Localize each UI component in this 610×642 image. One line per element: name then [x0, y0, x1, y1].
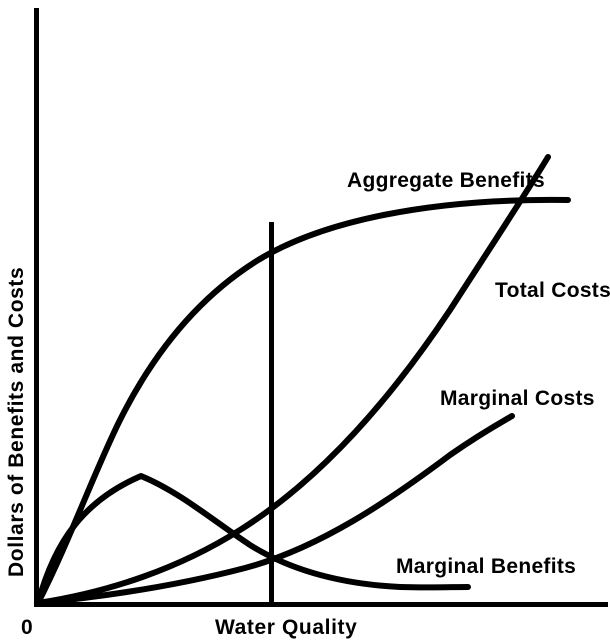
- series-label-total-costs: Total Costs: [495, 279, 610, 302]
- origin-tick-label: 0: [21, 616, 33, 639]
- x-axis-title: Water Quality: [215, 616, 358, 639]
- curve-marginal-costs: [35, 413, 515, 606]
- series-label-marginal-costs: Marginal Costs: [440, 387, 595, 410]
- curve-aggregate-benefits: [35, 196, 571, 606]
- series-label-marginal-benefits: Marginal Benefits: [396, 555, 577, 578]
- curve-marginal-benefits: [35, 473, 471, 606]
- curve-total-costs: [35, 154, 551, 606]
- series-label-aggregate-benefits: Aggregate Benefits: [347, 169, 545, 192]
- y-axis-title: Dollars of Benefits and Costs: [5, 266, 28, 577]
